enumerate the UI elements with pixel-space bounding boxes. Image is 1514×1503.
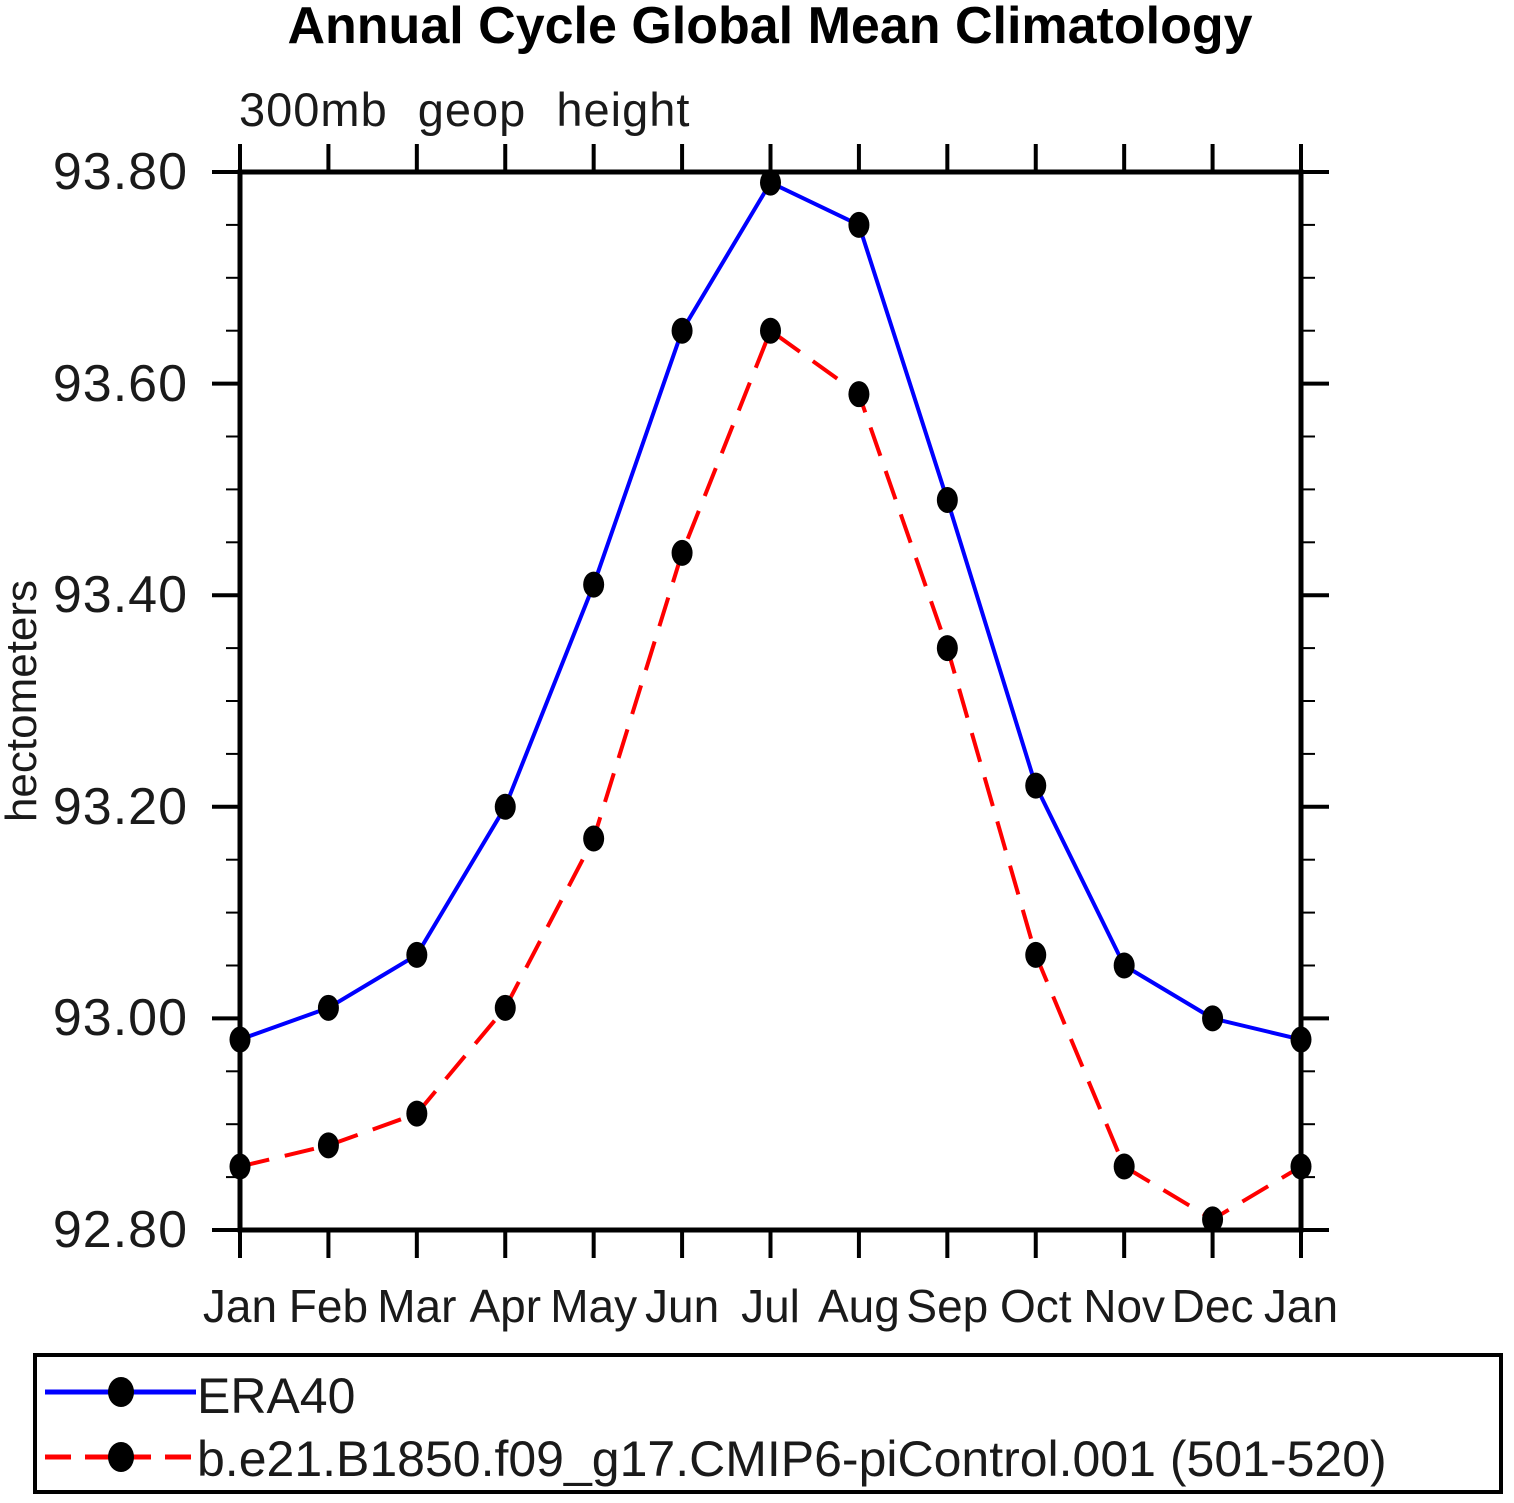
data-point-marker	[1025, 772, 1047, 799]
data-point-marker	[1202, 1206, 1224, 1233]
legend-marker-icon	[108, 1442, 134, 1472]
data-point-marker	[671, 317, 693, 344]
data-point-marker	[1202, 1005, 1224, 1032]
data-point-marker	[848, 381, 870, 408]
x-tick-label: Nov	[1083, 1280, 1166, 1332]
data-point-marker	[760, 169, 781, 196]
legend-marker-icon	[108, 1377, 134, 1407]
data-point-marker	[1113, 952, 1135, 979]
data-point-marker	[848, 211, 870, 238]
data-point-marker	[936, 635, 958, 662]
data-point-marker	[671, 539, 693, 566]
x-tick-label: Jan	[1263, 1280, 1339, 1332]
x-tick-label: Oct	[999, 1280, 1072, 1332]
data-point-marker	[1113, 1153, 1135, 1180]
data-point-marker	[494, 994, 516, 1021]
x-tick-label: Jun	[644, 1280, 720, 1332]
series-line-1	[239, 327, 1303, 1222]
data-point-marker	[583, 825, 605, 852]
data-point-marker	[494, 793, 516, 820]
data-point-marker	[760, 317, 781, 344]
data-point-marker	[936, 486, 958, 513]
legend: ERA40 b.e21.B1850.f09_g17.CMIP6-piContro…	[33, 1353, 1503, 1494]
x-tick-label: May	[550, 1280, 638, 1332]
y-tick-label: 93.40	[52, 566, 188, 625]
x-tick-label: Jan	[202, 1280, 278, 1332]
legend-line-sample-model	[45, 1442, 196, 1472]
y-tick-label: 92.80	[52, 1201, 188, 1259]
legend-label-model: b.e21.B1850.f09_g17.CMIP6-piControl.001 …	[197, 1431, 1387, 1487]
data-point-marker	[317, 994, 339, 1021]
y-tick-label: 93.20	[52, 777, 188, 836]
x-tick-label: Dec	[1171, 1280, 1254, 1332]
legend-line-sample-era40	[45, 1377, 196, 1407]
data-point-marker	[229, 1153, 251, 1180]
x-tick-label: Feb	[288, 1280, 369, 1332]
data-point-marker	[1290, 1153, 1312, 1180]
x-tick-label: Sep	[906, 1280, 989, 1332]
y-tick-label: 93.80	[52, 143, 188, 201]
chart-subtitle: 300mb geop height	[239, 83, 691, 136]
data-point-marker	[406, 1100, 428, 1127]
y-tick-label: 93.00	[52, 989, 188, 1048]
data-point-marker	[1025, 941, 1047, 968]
data-point-marker	[406, 941, 428, 968]
x-tick-label: Apr	[469, 1280, 542, 1332]
y-tick-label: 93.60	[52, 354, 188, 413]
x-tick-label: Jul	[741, 1280, 800, 1332]
series-line-0	[239, 179, 1302, 1042]
x-tick-label: Mar	[377, 1280, 457, 1332]
data-point-marker	[583, 571, 605, 598]
legend-label-era40: ERA40	[197, 1368, 356, 1424]
data-point-marker	[229, 1026, 251, 1053]
data-point-marker	[1290, 1026, 1312, 1053]
chart-title: Annual Cycle Global Mean Climatology	[287, 0, 1253, 55]
x-tick-label: Aug	[817, 1280, 900, 1332]
data-point-marker	[317, 1132, 339, 1159]
